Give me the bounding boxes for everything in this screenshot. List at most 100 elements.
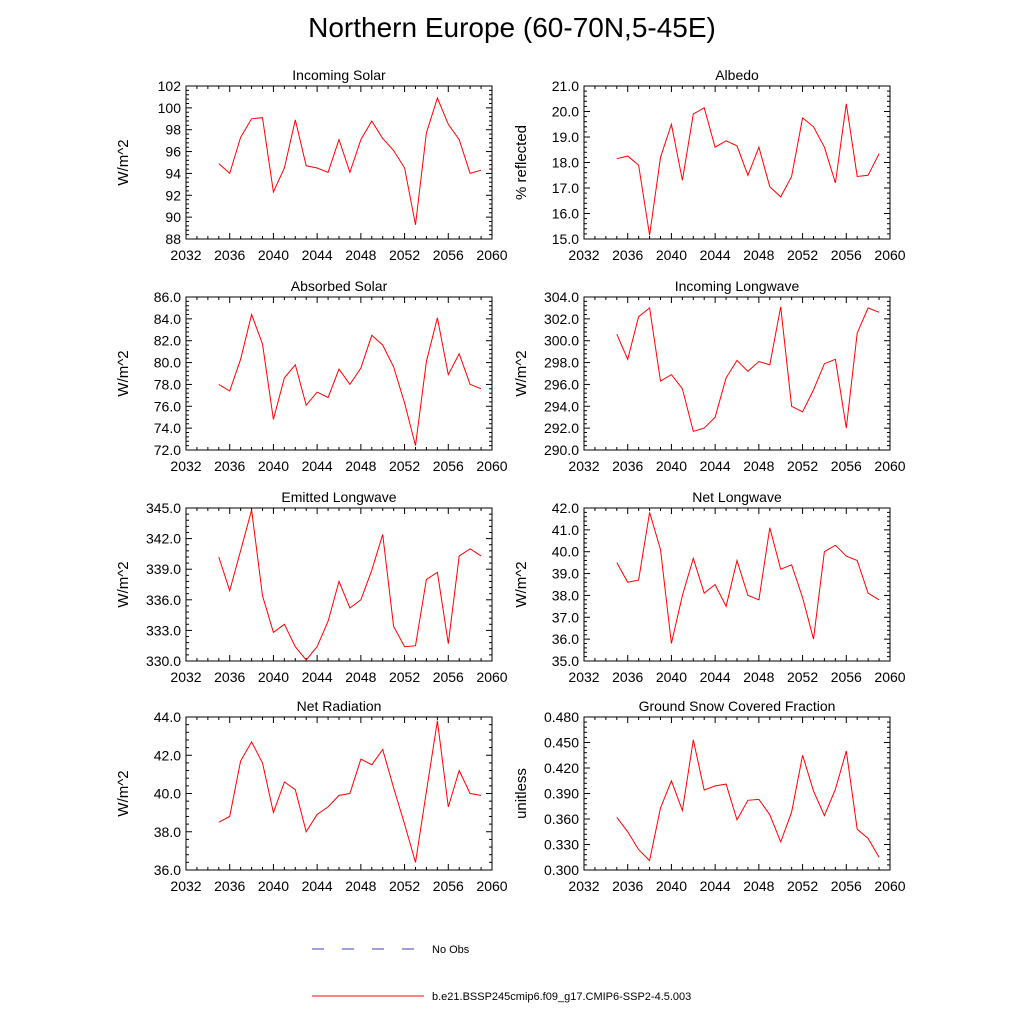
x-tick-label: 2052: [787, 878, 818, 894]
y-tick-label: 296.0: [544, 376, 579, 392]
x-tick-label: 2052: [787, 247, 818, 263]
y-tick-label: 100: [158, 100, 182, 116]
y-tick-label: 345.0: [146, 500, 181, 516]
x-tick-label: 2048: [345, 247, 376, 263]
y-tick-label: 0.480: [544, 709, 579, 725]
x-tick-label: 2040: [656, 247, 687, 263]
plot-frame: [185, 85, 493, 240]
x-tick-label: 2056: [433, 458, 464, 474]
y-tick-label: 0.390: [544, 786, 579, 802]
panel-title: Emitted Longwave: [281, 489, 396, 505]
x-tick-label: 2044: [700, 458, 731, 474]
y-tick-label: 38.0: [552, 587, 579, 603]
y-tick-label: 38.0: [154, 824, 181, 840]
plot-frame: [583, 716, 891, 871]
figure-title: Northern Europe (60-70N,5-45E): [308, 12, 716, 43]
x-tick-label: 2032: [568, 247, 599, 263]
x-tick-label: 2048: [743, 878, 774, 894]
y-tick-label: 292.0: [544, 420, 579, 436]
y-axis-label: W/m^2: [115, 561, 132, 607]
x-tick-label: 2052: [389, 247, 420, 263]
x-tick-label: 2040: [258, 247, 289, 263]
panel-incoming-solar: Incoming Solar W/m^2 2032 2036 2040 2044 2048 2…: [115, 67, 508, 263]
y-tick-label: 40.0: [154, 786, 181, 802]
y-tick-label: 84.0: [154, 311, 181, 327]
series-line-absorbed-solar: [218, 312, 482, 446]
x-tick-label: 2044: [700, 878, 731, 894]
panel-ground-snow-covered-fraction: Ground Snow Covered Fraction unitless 2032…: [513, 698, 906, 894]
x-tick-label: 2044: [302, 458, 333, 474]
x-tick-label: 2040: [656, 458, 687, 474]
panel-net-longwave: Net Longwave W/m^2 2032 2036 2040 2044 2048 205…: [513, 489, 906, 685]
x-tick-label: 2032: [568, 458, 599, 474]
y-tick-label: 86.0: [154, 289, 181, 305]
x-tick-label: 2060: [476, 247, 507, 263]
x-tick-label: 2036: [612, 458, 643, 474]
x-tick-label: 2052: [389, 669, 420, 685]
panel-title: Net Radiation: [297, 698, 382, 714]
y-tick-label: 40.0: [552, 544, 579, 560]
y-tick-label: 82.0: [154, 333, 181, 349]
x-tick-label: 2060: [874, 458, 905, 474]
y-tick-label: 72.0: [154, 442, 181, 458]
y-tick-label: 44.0: [154, 709, 181, 725]
y-axis-label: unitless: [513, 768, 530, 819]
y-axis-label: W/m^2: [115, 350, 132, 396]
y-tick-label: 18.0: [552, 155, 579, 171]
y-tick-label: 36.0: [154, 862, 181, 878]
plot-frame: [583, 85, 891, 240]
legend: No Obs b.e21.BSSP245cmip6.f09_g17.CMIP6-…: [312, 944, 691, 1003]
x-tick-label: 2032: [170, 878, 201, 894]
x-tick-label: 2040: [656, 669, 687, 685]
y-tick-label: 94: [165, 165, 181, 181]
plot-frame: [185, 296, 493, 451]
panel-title: Incoming Longwave: [675, 278, 800, 294]
y-tick-label: 300.0: [544, 333, 579, 349]
x-tick-label: 2040: [258, 458, 289, 474]
plot-frame: [583, 507, 891, 662]
x-tick-label: 2056: [433, 878, 464, 894]
series-line-ground-snow-covered-fraction: [616, 739, 880, 862]
y-tick-label: 78.0: [154, 376, 181, 392]
x-tick-label: 2032: [170, 247, 201, 263]
plot-frame: [583, 296, 891, 451]
panel-title: Ground Snow Covered Fraction: [639, 698, 836, 714]
y-axis-label: W/m^2: [115, 770, 132, 816]
x-tick-label: 2056: [433, 669, 464, 685]
y-tick-label: 342.0: [146, 531, 181, 547]
y-tick-label: 19.0: [552, 129, 579, 145]
x-tick-label: 2048: [345, 669, 376, 685]
x-tick-label: 2060: [476, 669, 507, 685]
x-tick-label: 2048: [345, 878, 376, 894]
y-tick-label: 92: [165, 187, 181, 203]
x-tick-label: 2052: [389, 458, 420, 474]
y-tick-label: 42.0: [552, 500, 579, 516]
y-tick-label: 294.0: [544, 398, 579, 414]
y-tick-label: 98: [165, 122, 181, 138]
y-tick-label: 17.0: [552, 180, 579, 196]
x-tick-label: 2036: [214, 247, 245, 263]
x-tick-label: 2044: [700, 669, 731, 685]
x-tick-label: 2060: [476, 458, 507, 474]
y-tick-label: 36.0: [552, 631, 579, 647]
y-tick-label: 39.0: [552, 566, 579, 582]
x-tick-label: 2036: [612, 247, 643, 263]
y-axis-label: % reflected: [513, 125, 530, 200]
x-tick-label: 2056: [831, 669, 862, 685]
panel-incoming-longwave: Incoming Longwave W/m^2 2032 2036 2040 2044 20…: [513, 278, 906, 474]
x-tick-label: 2040: [258, 669, 289, 685]
y-tick-label: 76.0: [154, 398, 181, 414]
x-tick-label: 2056: [831, 247, 862, 263]
x-tick-label: 2048: [743, 669, 774, 685]
y-tick-label: 336.0: [146, 592, 181, 608]
y-tick-label: 0.420: [544, 760, 579, 776]
y-tick-label: 304.0: [544, 289, 579, 305]
y-tick-label: 302.0: [544, 311, 579, 327]
x-tick-label: 2060: [874, 247, 905, 263]
y-tick-label: 16.0: [552, 206, 579, 222]
x-tick-label: 2048: [345, 458, 376, 474]
y-tick-label: 102: [158, 78, 182, 94]
series-line-net-longwave: [616, 512, 880, 644]
x-tick-label: 2044: [700, 247, 731, 263]
